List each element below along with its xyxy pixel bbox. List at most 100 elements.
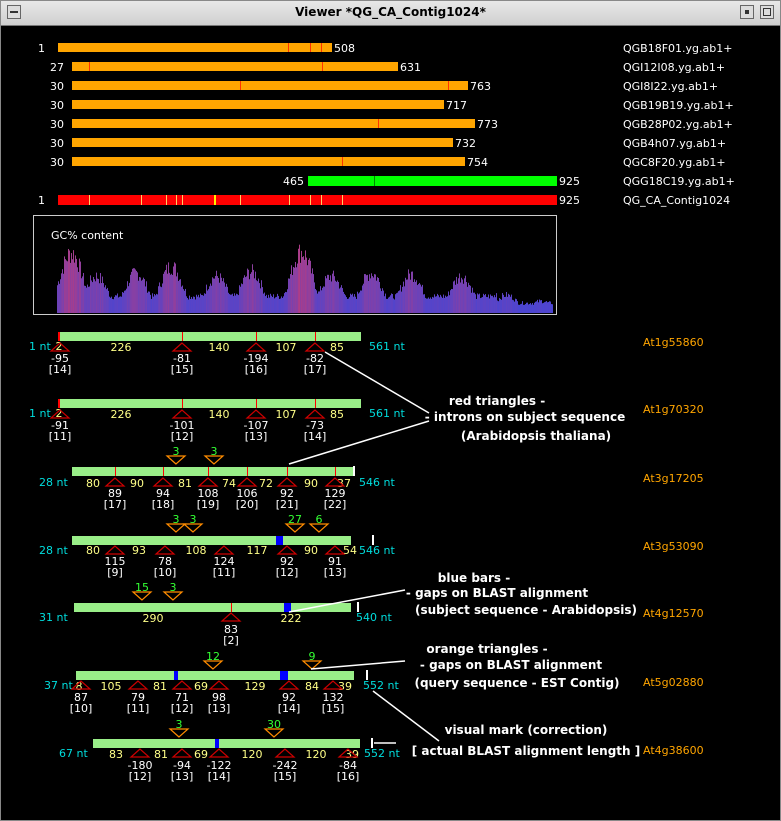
maximize-button[interactable] bbox=[760, 5, 774, 19]
intron-triangle[interactable]: -94 [13] bbox=[171, 748, 194, 783]
gc-bar bbox=[220, 273, 221, 313]
intron-triangle[interactable]: 92 [14] bbox=[278, 680, 301, 715]
hit-bar[interactable] bbox=[72, 536, 351, 545]
intron-triangle[interactable]: 108 [19] bbox=[197, 467, 220, 511]
intron-triangle[interactable]: 94 [18] bbox=[152, 467, 175, 511]
intron-triangle[interactable]: -101 [12] bbox=[170, 399, 195, 443]
contig-bar[interactable] bbox=[58, 195, 557, 205]
intron-triangle[interactable]: -91 [11] bbox=[49, 409, 72, 443]
intron-triangle[interactable]: -73 [14] bbox=[304, 399, 327, 443]
intron-triangle[interactable]: 89 [17] bbox=[104, 467, 127, 511]
read-row[interactable]: 30 717 QGB19B19.yg.ab1+ bbox=[50, 99, 734, 112]
intron-triangle[interactable]: 87 [10] bbox=[70, 680, 93, 715]
minimize-button[interactable] bbox=[740, 5, 754, 19]
hit-bar[interactable] bbox=[93, 739, 360, 748]
hit-row-At4g38600[interactable]: 67 nt 552 nt At4g38600 83 81 69 120 120 … bbox=[59, 718, 704, 783]
gc-bar bbox=[243, 277, 244, 313]
intron-triangle[interactable]: 132 [15] bbox=[322, 680, 345, 715]
gc-bar bbox=[438, 295, 439, 313]
intron-triangle[interactable]: -81 [15] bbox=[171, 332, 194, 376]
intron-triangle[interactable]: -82 [17] bbox=[304, 332, 327, 376]
hit-row-At3g53090[interactable]: 28 nt 546 nt At3g53090 80 93 108 117 90 … bbox=[39, 513, 704, 579]
read-row[interactable]: 30 763 QGI8I22.yg.ab1+ bbox=[50, 80, 718, 93]
hit-row-At5g02880[interactable]: 37 nt 552 nt At5g02880 8 105 81 69 129 8… bbox=[44, 650, 704, 715]
read-bar[interactable] bbox=[72, 100, 444, 109]
hit-bar[interactable] bbox=[74, 603, 351, 612]
read-name: QGI12I08.yg.ab1+ bbox=[623, 61, 725, 74]
hit-bar[interactable] bbox=[58, 332, 361, 341]
subject-gap-bar[interactable] bbox=[280, 671, 288, 680]
hit-row-At3g17205[interactable]: 28 nt 546 nt At3g17205 80 90 81 74 106 7… bbox=[39, 445, 704, 511]
gc-bar bbox=[404, 286, 405, 313]
intron-triangle[interactable]: 92 [12] bbox=[276, 545, 299, 579]
read-row[interactable]: 1 508 QGB18F01.yg.ab1+ bbox=[38, 42, 732, 55]
intron-triangle[interactable]: -122 [14] bbox=[207, 748, 232, 783]
intron-triangle[interactable]: 78 [10] bbox=[154, 545, 177, 579]
hit-row-At1g55860[interactable]: 1 nt 561 nt At1g55860 226 140 107 85 2 -… bbox=[29, 332, 704, 376]
intron-triangle[interactable]: -242 [15] bbox=[273, 748, 298, 783]
gc-bar bbox=[252, 264, 253, 313]
intron-triangle[interactable]: 115 [9] bbox=[104, 545, 126, 579]
query-gap-triangle[interactable]: 3 bbox=[165, 445, 187, 465]
contig-row[interactable]: 1 925 QG_CA_Contig1024 bbox=[38, 194, 730, 207]
gc-bar bbox=[297, 263, 298, 313]
read-row[interactable]: 30 732 QGB4h07.yg.ab1+ bbox=[50, 137, 726, 150]
query-gap-triangle[interactable]: 3 bbox=[168, 718, 190, 738]
intron-triangle[interactable]: 83 [2] bbox=[220, 603, 242, 647]
query-gap-triangle[interactable]: 3 bbox=[203, 445, 225, 465]
window-menu-button[interactable] bbox=[7, 5, 21, 19]
gc-bar bbox=[276, 296, 277, 313]
hit-bar[interactable] bbox=[76, 671, 354, 680]
intron-triangle[interactable]: -95 [14] bbox=[49, 332, 72, 376]
read-name: QGB28P02.yg.ab1+ bbox=[623, 118, 733, 131]
read-bar[interactable] bbox=[72, 138, 453, 147]
gc-bar bbox=[126, 288, 127, 313]
query-gap-triangle[interactable]: 27 bbox=[284, 513, 306, 533]
intron-triangle[interactable]: -194 [16] bbox=[244, 332, 269, 376]
hit-bar[interactable] bbox=[72, 467, 353, 476]
intron-triangle[interactable]: 71 [12] bbox=[171, 680, 194, 715]
read-bar[interactable] bbox=[72, 81, 468, 90]
read-row[interactable]: 27 631 QGI12I08.yg.ab1+ bbox=[50, 61, 725, 74]
gc-bar bbox=[135, 269, 136, 313]
subject-gap-bar[interactable] bbox=[276, 536, 283, 545]
query-gap-triangle[interactable]: 3 bbox=[182, 513, 204, 533]
read-bar[interactable] bbox=[72, 157, 465, 166]
read-bar[interactable] bbox=[72, 62, 398, 71]
subject-gap-bar[interactable] bbox=[284, 603, 291, 612]
query-gap-triangle[interactable]: 3 bbox=[162, 581, 184, 601]
intron-triangle[interactable]: -107 [13] bbox=[244, 399, 269, 443]
read-bar[interactable] bbox=[72, 119, 475, 128]
query-gap-triangle[interactable]: 15 bbox=[131, 581, 153, 601]
read-bar[interactable] bbox=[308, 176, 557, 186]
hit-bar[interactable] bbox=[58, 399, 361, 408]
hit-row-At4g12570[interactable]: 31 nt 540 nt At4g12570 290 222 15 3 83 [… bbox=[39, 581, 704, 647]
intron-triangle[interactable]: 92 [21] bbox=[276, 467, 299, 511]
intron-triangle[interactable]: 98 [13] bbox=[208, 680, 231, 715]
query-gap-triangle[interactable]: 30 bbox=[263, 718, 285, 738]
intron-triangle[interactable]: 79 [11] bbox=[127, 680, 150, 715]
segment-length: 81 bbox=[154, 748, 168, 761]
intron-triangle[interactable]: 124 [11] bbox=[213, 545, 236, 579]
intron-triangle[interactable]: 106 [20] bbox=[236, 467, 259, 511]
hit-row-At1g70320[interactable]: 1 nt 561 nt At1g70320 226 140 107 85 2 -… bbox=[29, 399, 704, 443]
read-row[interactable]: 465 925 QGG18C19.yg.ab1+ bbox=[283, 175, 735, 188]
read-row[interactable]: 30 754 QGC8F20.yg.ab1+ bbox=[50, 156, 726, 169]
gc-bar bbox=[306, 257, 307, 313]
title-bar[interactable]: Viewer *QG_CA_Contig1024* bbox=[1, 1, 780, 26]
gc-bar bbox=[355, 296, 356, 313]
intron-triangle[interactable]: 91 [13] bbox=[324, 545, 347, 579]
query-gap-triangle[interactable]: 6 bbox=[308, 513, 330, 533]
query-gap-triangle[interactable]: 9 bbox=[301, 650, 323, 670]
intron-triangle[interactable]: -84 [16] bbox=[337, 748, 360, 783]
intron-triangle[interactable]: 129 [22] bbox=[324, 467, 347, 511]
gc-bar bbox=[67, 261, 68, 313]
read-row[interactable]: 30 773 QGB28P02.yg.ab1+ bbox=[50, 118, 733, 131]
read-bar[interactable] bbox=[58, 43, 332, 52]
subject-gap-bar[interactable] bbox=[215, 739, 219, 748]
query-gap-triangle[interactable]: 3 bbox=[165, 513, 187, 533]
query-gap-triangle[interactable]: 12 bbox=[202, 650, 224, 670]
subject-gap-bar[interactable] bbox=[174, 671, 178, 680]
intron-triangle[interactable]: -180 [12] bbox=[128, 748, 153, 783]
intron-index: [11] bbox=[127, 702, 150, 715]
